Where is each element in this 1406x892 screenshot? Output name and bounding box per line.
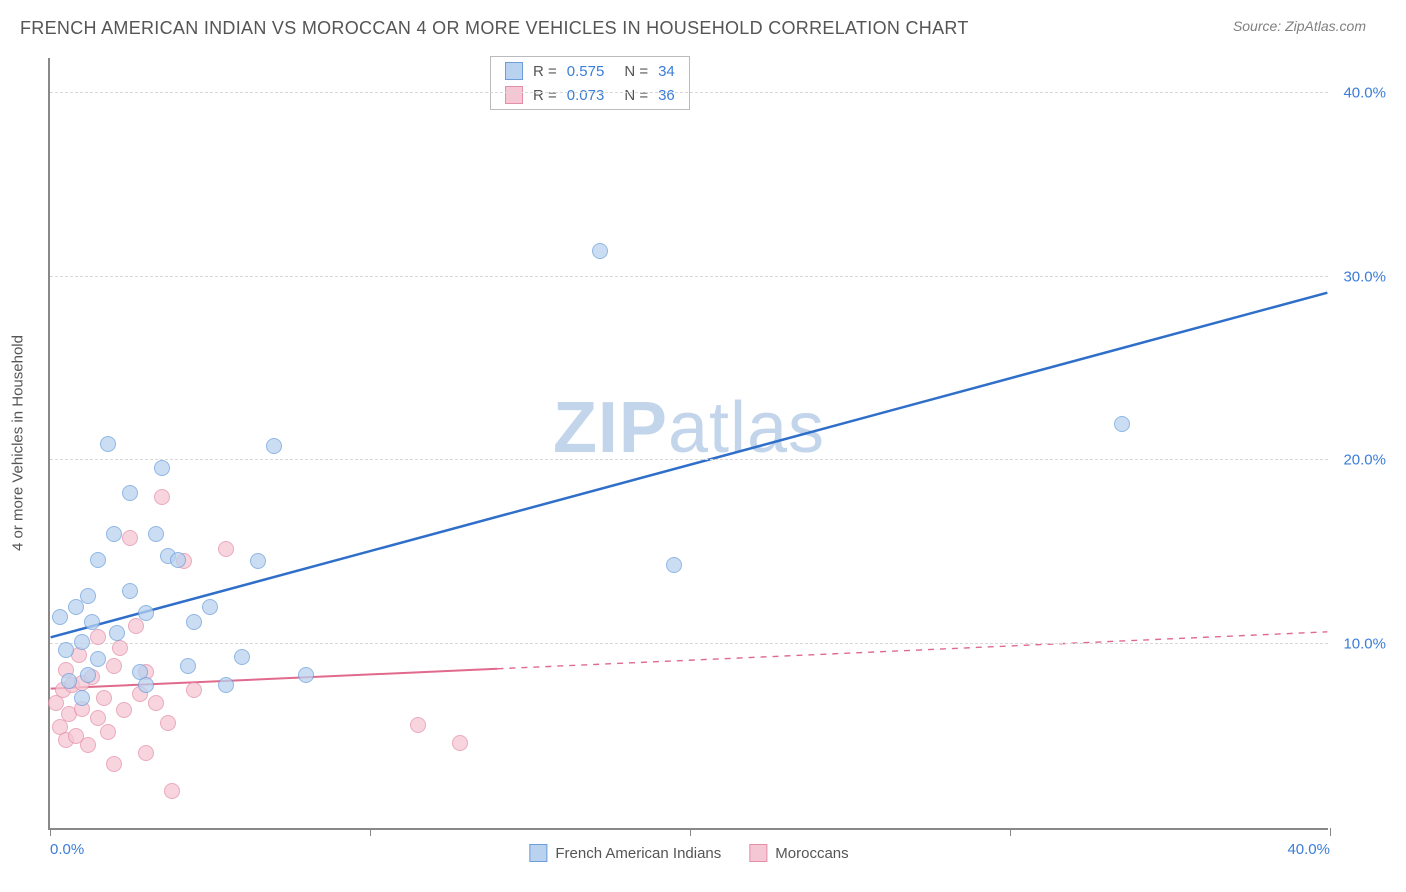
legend-item: Moroccans (749, 844, 848, 862)
x-tick (370, 828, 371, 836)
data-point (96, 690, 112, 706)
y-axis-label: 4 or more Vehicles in Household (10, 335, 27, 551)
data-point (116, 702, 132, 718)
y-tick-label: 40.0% (1343, 84, 1386, 101)
data-point (90, 651, 106, 667)
data-point (80, 667, 96, 683)
data-point (122, 530, 138, 546)
data-point (122, 485, 138, 501)
data-point (122, 583, 138, 599)
x-tick (1330, 828, 1331, 836)
data-point (52, 609, 68, 625)
chart-header: FRENCH AMERICAN INDIAN VS MOROCCAN 4 OR … (0, 0, 1406, 47)
data-point (138, 745, 154, 761)
data-point (186, 682, 202, 698)
gridline (50, 276, 1328, 277)
data-point (410, 717, 426, 733)
data-point (112, 640, 128, 656)
data-point (170, 552, 186, 568)
legend-swatch (505, 86, 523, 104)
data-point (138, 677, 154, 693)
data-point (164, 783, 180, 799)
data-point (68, 599, 84, 615)
data-point (154, 489, 170, 505)
data-point (202, 599, 218, 615)
y-tick-label: 10.0% (1343, 636, 1386, 653)
legend-swatch (505, 62, 523, 80)
data-point (109, 625, 125, 641)
x-tick (1010, 828, 1011, 836)
data-point (58, 642, 74, 658)
data-point (160, 715, 176, 731)
data-point (74, 690, 90, 706)
legend-row-series-1: R = 0.073 N = 36 (491, 83, 689, 107)
data-point (138, 605, 154, 621)
gridline (50, 459, 1328, 460)
gridline (50, 92, 1328, 93)
data-point (90, 710, 106, 726)
watermark: ZIPatlas (553, 387, 825, 469)
y-tick-label: 30.0% (1343, 268, 1386, 285)
data-point (106, 756, 122, 772)
data-point (234, 649, 250, 665)
data-point (80, 588, 96, 604)
correlation-legend: R = 0.575 N = 34 R = 0.073 N = 36 (490, 56, 690, 110)
data-point (74, 634, 90, 650)
legend-swatch (749, 844, 767, 862)
chart-title: FRENCH AMERICAN INDIAN VS MOROCCAN 4 OR … (20, 18, 969, 39)
data-point (666, 557, 682, 573)
data-point (250, 553, 266, 569)
data-point (90, 629, 106, 645)
plot-area: ZIPatlas 4 or more Vehicles in Household… (48, 58, 1328, 830)
trend-lines (50, 58, 1328, 828)
data-point (592, 243, 608, 259)
x-tick-label: 0.0% (50, 841, 84, 858)
n-value: 34 (658, 63, 675, 80)
legend-label: Moroccans (775, 845, 848, 862)
data-point (106, 526, 122, 542)
x-tick-label: 40.0% (1287, 841, 1330, 858)
data-point (84, 614, 100, 630)
data-point (266, 438, 282, 454)
legend-swatch (529, 844, 547, 862)
data-point (186, 614, 202, 630)
n-value: 36 (658, 87, 675, 104)
data-point (148, 695, 164, 711)
data-point (1114, 416, 1130, 432)
data-point (452, 735, 468, 751)
x-tick (690, 828, 691, 836)
data-point (100, 436, 116, 452)
data-point (100, 724, 116, 740)
source-attribution: Source: ZipAtlas.com (1233, 18, 1366, 34)
data-point (180, 658, 196, 674)
data-point (218, 541, 234, 557)
x-tick (50, 828, 51, 836)
legend-item: French American Indians (529, 844, 721, 862)
gridline (50, 643, 1328, 644)
data-point (298, 667, 314, 683)
data-point (90, 552, 106, 568)
legend-label: French American Indians (555, 845, 721, 862)
data-point (154, 460, 170, 476)
y-tick-label: 20.0% (1343, 452, 1386, 469)
data-point (61, 673, 77, 689)
r-value: 0.073 (567, 87, 605, 104)
r-value: 0.575 (567, 63, 605, 80)
data-point (148, 526, 164, 542)
series-legend: French American Indians Moroccans (529, 844, 848, 862)
legend-row-series-0: R = 0.575 N = 34 (491, 59, 689, 83)
data-point (80, 737, 96, 753)
data-point (218, 677, 234, 693)
data-point (106, 658, 122, 674)
